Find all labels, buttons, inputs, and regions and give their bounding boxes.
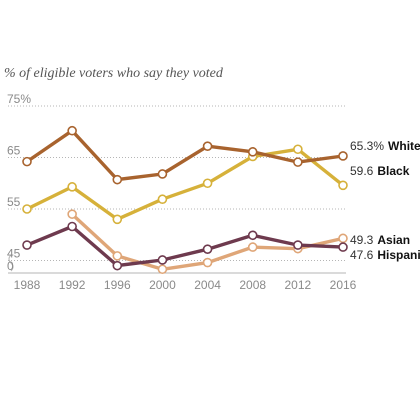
y-tick-labels: 045 55 65 75% <box>7 92 31 273</box>
x-tick-label: 2000 <box>149 278 176 292</box>
data-point-hispanic-2016 <box>338 242 348 252</box>
end-name-hispanic: Hispanic <box>377 248 420 262</box>
data-point-black-2012 <box>293 144 303 155</box>
end-value-asian: 49.3 <box>350 233 374 247</box>
series-layer <box>22 125 348 275</box>
data-point-asian-2000 <box>157 264 168 275</box>
end-value-hispanic: 47.6 <box>350 248 374 262</box>
data-point-hispanic-2012 <box>293 240 303 250</box>
data-point-white-2012 <box>293 157 303 167</box>
data-point-black-2000 <box>157 194 168 205</box>
data-point-asian-2004 <box>202 257 213 268</box>
x-tick-label: 1996 <box>104 278 131 292</box>
data-point-black-2016 <box>338 180 348 191</box>
end-label-white: 65.3% White <box>350 139 420 153</box>
end-name-black: Black <box>377 164 409 178</box>
y-tick-label: 0 <box>7 259 14 273</box>
data-point-hispanic-1992 <box>67 221 77 232</box>
data-point-black-2004 <box>202 178 213 189</box>
data-point-white-1988 <box>22 156 32 167</box>
end-name-white: White <box>388 139 420 153</box>
x-tick-label: 1992 <box>59 278 86 292</box>
data-point-hispanic-1996 <box>112 260 123 271</box>
data-point-black-1992 <box>67 182 77 192</box>
grid-layer <box>8 105 346 274</box>
data-point-asian-2008 <box>247 242 258 252</box>
x-tick-labels: 1988 1992 1996 2000 2004 2008 2012 2016 <box>14 278 357 292</box>
y-tick-label: 65 <box>7 144 21 158</box>
data-point-hispanic-2008 <box>247 230 258 241</box>
data-point-white-2016 <box>338 151 348 161</box>
end-value-white: 65.3% <box>350 139 384 153</box>
data-point-black-1988 <box>22 204 32 214</box>
end-label-asian: 49.3 Asian <box>350 233 410 247</box>
series-line-white <box>25 129 345 182</box>
data-point-hispanic-1988 <box>22 240 32 250</box>
end-label-hispanic: 47.6Hispanic <box>350 248 420 262</box>
data-point-black-1996 <box>112 214 123 225</box>
data-point-asian-1992 <box>67 209 77 219</box>
axis-break-mark <box>8 254 14 272</box>
x-tick-label: 2008 <box>239 278 266 292</box>
data-point-white-1996 <box>112 174 123 185</box>
data-point-hispanic-2004 <box>202 244 213 254</box>
end-name-asian: Asian <box>377 233 410 247</box>
data-point-white-1992 <box>67 125 77 136</box>
end-label-black: 59.6 Black <box>350 164 410 178</box>
data-point-hispanic-2000 <box>157 255 168 265</box>
data-point-asian-1996 <box>112 251 123 261</box>
data-point-white-2000 <box>157 169 168 179</box>
data-point-asian-2016 <box>338 233 348 244</box>
x-tick-label: 2004 <box>194 278 221 292</box>
series-line-black <box>25 147 345 221</box>
series-line-hispanic <box>25 224 345 268</box>
end-value-black: 59.6 <box>350 164 374 178</box>
x-tick-label: 2012 <box>285 278 312 292</box>
data-point-white-2008 <box>247 147 258 157</box>
chart-subtitle: % of eligible voters who say they voted <box>4 66 224 81</box>
y-tick-label: 45 <box>7 247 21 261</box>
y-tick-label: 55 <box>7 195 21 209</box>
y-tick-label: 75% <box>7 92 31 106</box>
data-point-white-2004 <box>202 141 213 151</box>
x-tick-label: 2016 <box>330 278 357 292</box>
x-tick-label: 1988 <box>14 278 41 292</box>
